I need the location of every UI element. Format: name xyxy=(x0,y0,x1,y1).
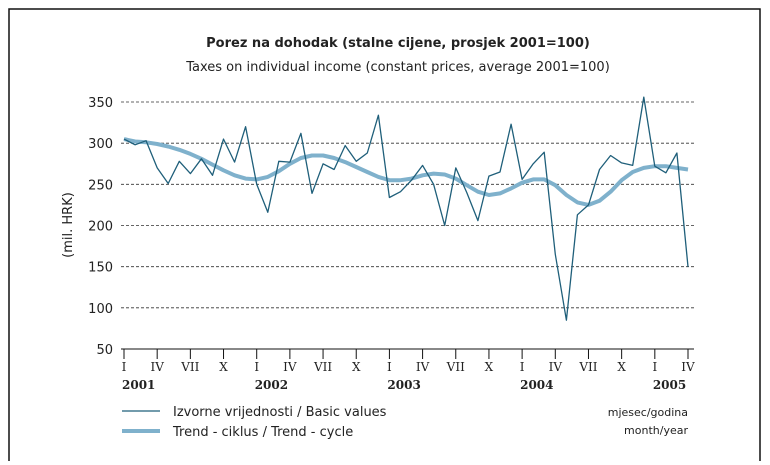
x-tick-label: VII xyxy=(180,360,199,374)
trend-line xyxy=(123,137,689,207)
x-tick-label: VII xyxy=(313,360,332,374)
year-label: 2003 xyxy=(387,378,420,392)
x-tick-label: IV xyxy=(283,360,297,374)
frame xyxy=(8,8,761,461)
x-tick-label: I xyxy=(254,360,259,374)
chart-subtitle: Taxes on individual income (constant pri… xyxy=(185,60,610,75)
x-tick-label: I xyxy=(387,360,392,374)
x-axis-label: mjesec/godina xyxy=(608,406,688,419)
year-label: 2002 xyxy=(255,378,288,392)
x-tick-label: IV xyxy=(549,360,563,374)
y-tick-label: 300 xyxy=(88,137,113,152)
y-tick-label: 50 xyxy=(96,343,113,358)
year-label: 2005 xyxy=(653,378,686,392)
y-tick-label: 250 xyxy=(88,178,113,193)
chart-title: Porez na dohodak (stalne cijene, prosjek… xyxy=(206,36,590,51)
x-tick-label: VII xyxy=(578,360,597,374)
x-tick-label: X xyxy=(352,360,361,374)
x-tick-label: I xyxy=(652,360,657,374)
year-label: 2001 xyxy=(122,378,155,392)
x-tick-label: X xyxy=(485,360,494,374)
legend-label: Izvorne vrijednosti / Basic values xyxy=(173,405,387,420)
y-tick-label: 350 xyxy=(88,96,113,111)
x-axis-label-en: month/year xyxy=(624,424,688,437)
x-tick-label: IV xyxy=(681,360,695,374)
x-tick-label: IV xyxy=(150,360,164,374)
year-label: 2004 xyxy=(520,378,553,392)
x-tick-label: X xyxy=(617,360,626,374)
basic-line xyxy=(123,96,689,321)
y-tick-label: 200 xyxy=(88,220,113,235)
x-tick-label: IV xyxy=(416,360,430,374)
x-tick-label: VII xyxy=(446,360,465,374)
legend-label: Trend - ciklus / Trend - cycle xyxy=(172,425,353,440)
y-tick-label: 150 xyxy=(88,261,113,276)
x-tick-label: I xyxy=(520,360,525,374)
x-tick-label: I xyxy=(122,360,127,374)
y-axis-label: (mil. HRK) xyxy=(61,192,76,258)
x-tick-label: X xyxy=(219,360,228,374)
y-tick-label: 100 xyxy=(88,302,113,317)
